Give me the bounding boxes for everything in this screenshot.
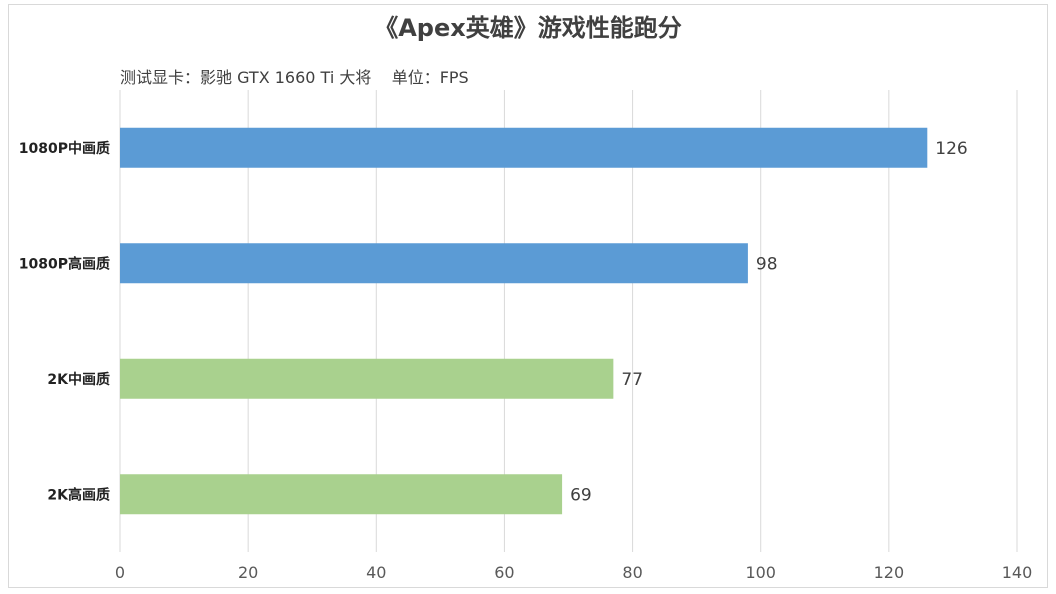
x-tick-label: 60: [494, 563, 514, 582]
bars: 1080P中画质 126 1080P高画质 98 2K中画质 77 2K高画质 69: [19, 127, 968, 515]
x-tick-label: 140: [1002, 563, 1033, 582]
x-tick-label: 100: [745, 563, 776, 582]
value-label: 69: [570, 485, 592, 505]
x-axis-ticks: 0 20 40 60 80 100 120 140: [115, 563, 1032, 582]
x-tick-label: 40: [366, 563, 386, 582]
x-tick-label: 120: [874, 563, 905, 582]
category-label: 2K中画质: [47, 371, 110, 388]
value-label: 98: [756, 254, 778, 274]
value-label: 126: [935, 139, 967, 159]
chart-title: 《Apex英雄》游戏性能跑分: [374, 14, 682, 42]
x-tick-label: 20: [238, 563, 258, 582]
value-label: 77: [621, 370, 643, 390]
category-label: 1080P高画质: [19, 255, 110, 272]
category-label: 2K高画质: [47, 486, 110, 503]
x-tick-label: 80: [622, 563, 642, 582]
x-tick-label: 0: [115, 563, 125, 582]
bar: [120, 358, 614, 399]
chart-subtitle: 测试显卡：影驰 GTX 1660 Ti 大将 单位：FPS: [120, 68, 469, 87]
bar: [120, 243, 748, 284]
category-label: 1080P中画质: [19, 140, 110, 157]
bar: [120, 127, 928, 168]
bar: [120, 474, 563, 515]
